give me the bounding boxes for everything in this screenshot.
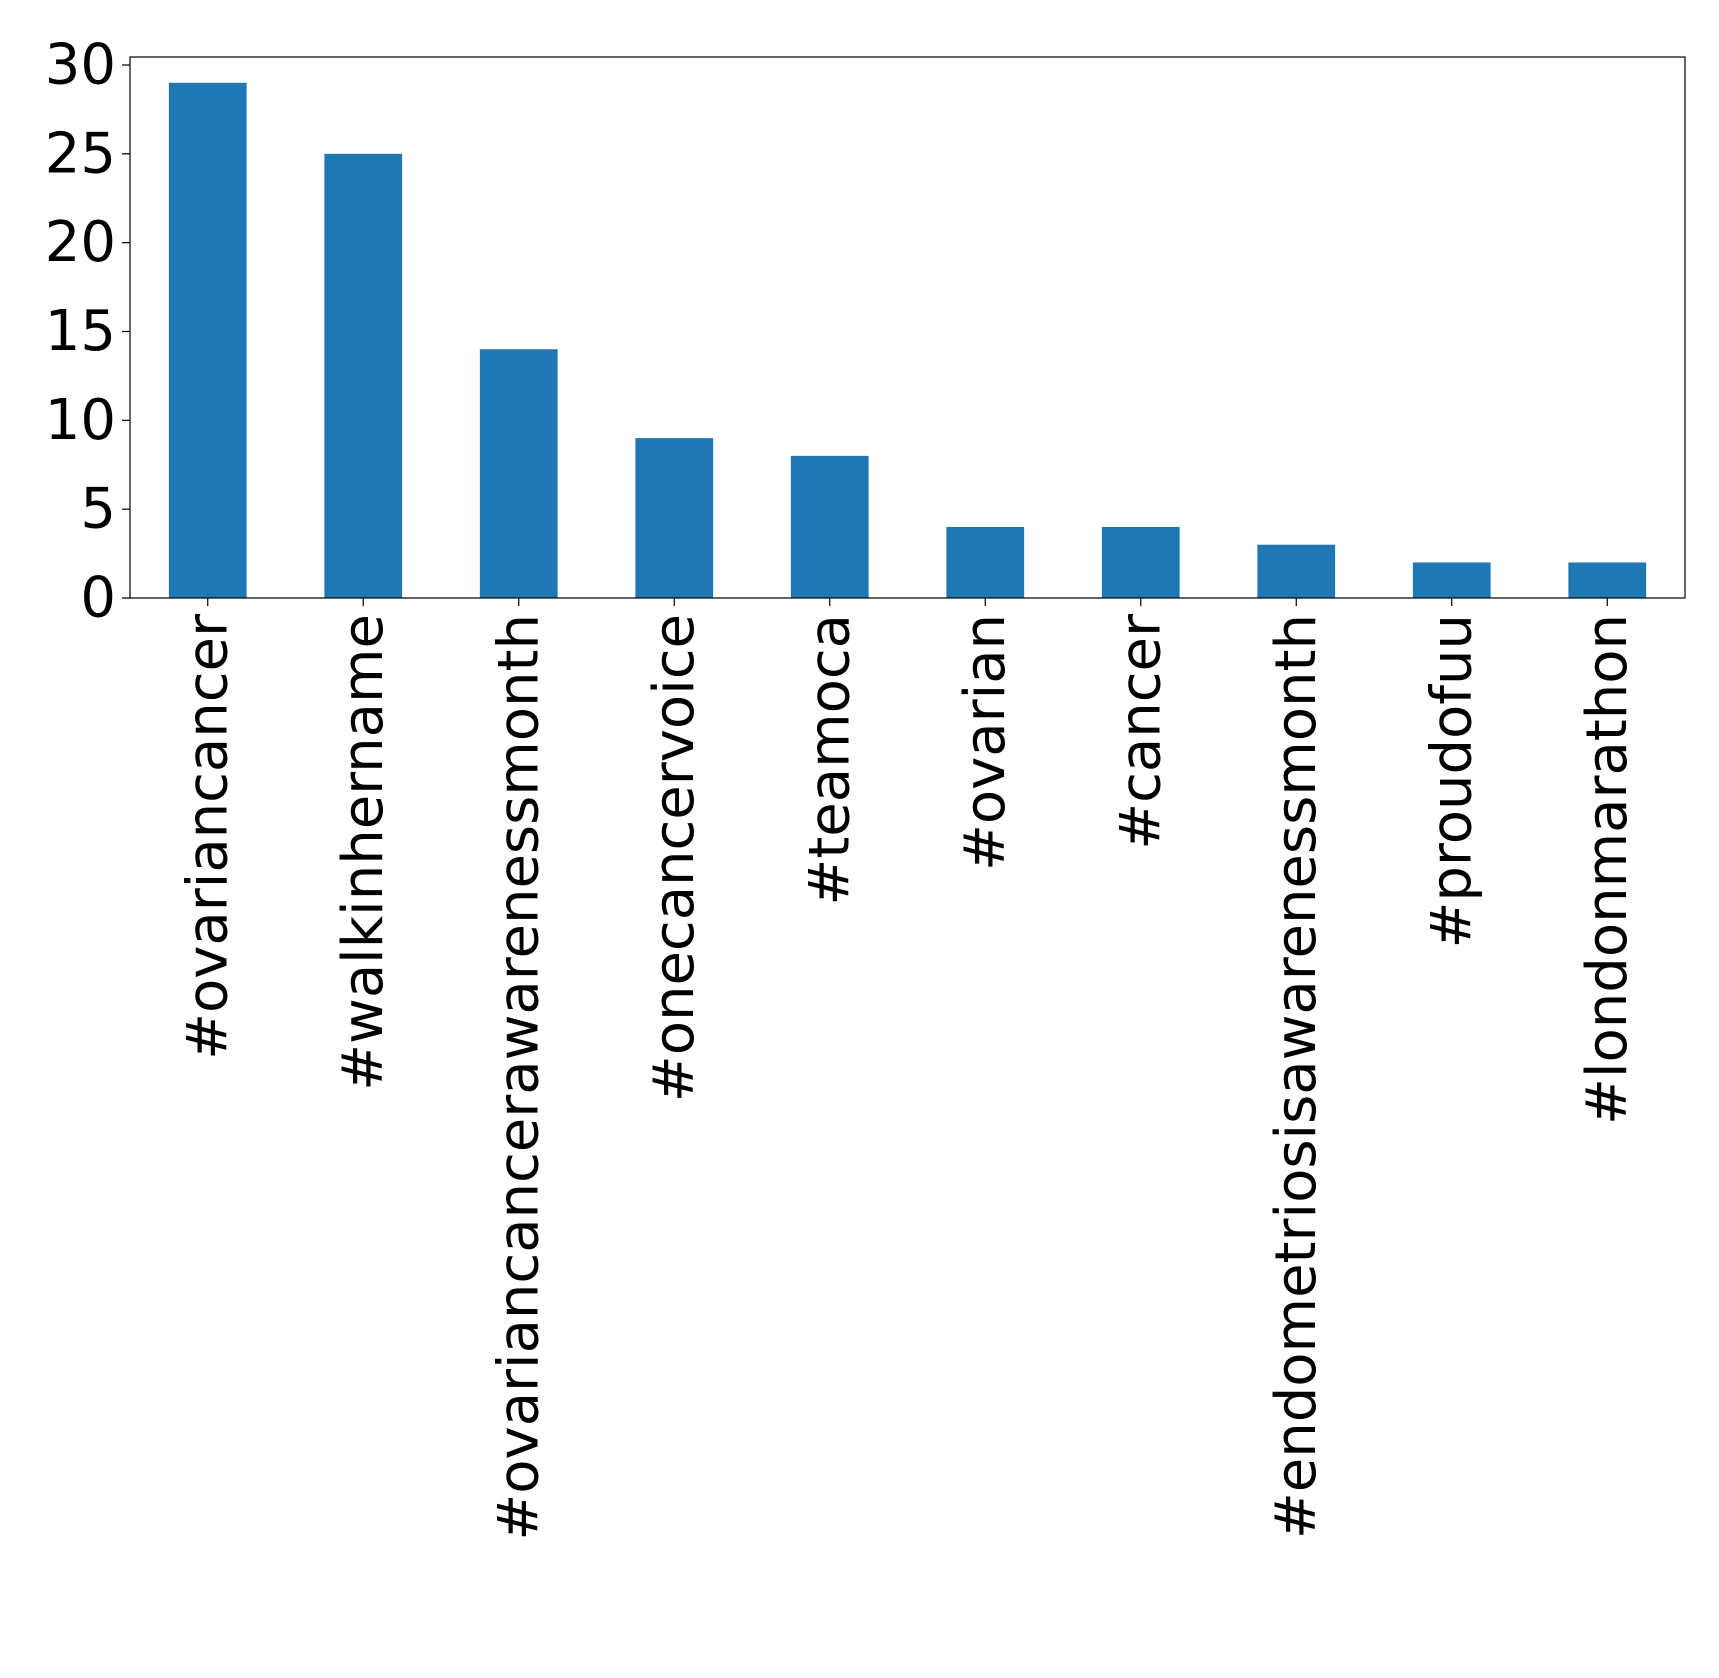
bar-7 bbox=[1257, 544, 1336, 598]
bar-0 bbox=[168, 82, 247, 598]
x-tick-label-2: #ovariancancerawarenessmonth bbox=[486, 614, 551, 1541]
x-tick-label-1: #walkinhername bbox=[331, 614, 396, 1091]
bar-5 bbox=[946, 526, 1025, 598]
y-tick-label-2: 10 bbox=[45, 388, 116, 453]
y-tick-label-5: 25 bbox=[45, 121, 116, 186]
y-tick-label-6: 30 bbox=[45, 32, 116, 97]
bar-3 bbox=[635, 438, 714, 598]
axes-layer bbox=[129, 56, 1686, 599]
bar-9 bbox=[1568, 562, 1647, 598]
x-axis-ticks: #ovariancancer #walkinhername #ovariancanc… bbox=[175, 598, 1640, 1541]
bar-1 bbox=[324, 153, 403, 598]
x-tick-label-7: #endometriosisawarenessmonth bbox=[1264, 614, 1329, 1539]
plot-frame bbox=[129, 56, 1686, 599]
bar-4 bbox=[790, 455, 869, 598]
y-axis-ticks: 0 5 10 15 20 25 30 bbox=[45, 32, 130, 631]
x-tick-label-9: #londonmarathon bbox=[1575, 614, 1640, 1125]
y-tick-label-3: 15 bbox=[45, 299, 116, 364]
bars-layer bbox=[168, 82, 1647, 598]
x-tick-label-8: #proudofuu bbox=[1419, 614, 1484, 949]
x-tick-label-5: #ovarian bbox=[953, 614, 1018, 871]
bar-8 bbox=[1412, 562, 1491, 598]
x-tick-label-0: #ovariancancer bbox=[175, 613, 240, 1060]
x-tick-label-3: #onecancervoice bbox=[642, 614, 707, 1102]
bar-6 bbox=[1101, 526, 1180, 598]
bar-2 bbox=[479, 349, 558, 598]
y-tick-label-0: 0 bbox=[80, 566, 116, 631]
x-tick-label-6: #cancer bbox=[1108, 613, 1173, 850]
y-tick-label-1: 5 bbox=[80, 477, 116, 542]
y-tick-label-4: 20 bbox=[45, 210, 116, 275]
x-tick-label-4: #teamoca bbox=[797, 614, 862, 906]
